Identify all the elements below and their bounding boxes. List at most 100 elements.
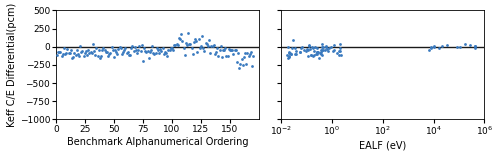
Point <box>66 51 74 54</box>
Point <box>178 40 186 43</box>
Point <box>202 42 209 44</box>
Point <box>248 65 256 67</box>
Point <box>186 43 194 45</box>
Point <box>164 49 172 51</box>
Point <box>61 53 69 55</box>
Point <box>128 45 136 47</box>
Point <box>244 55 252 57</box>
Point <box>285 55 293 57</box>
Point <box>130 46 138 49</box>
Point <box>241 52 249 54</box>
Point <box>190 41 198 43</box>
Point <box>194 51 202 54</box>
Point <box>204 45 212 48</box>
Point <box>161 51 169 54</box>
Point <box>436 46 444 49</box>
Point <box>234 52 242 54</box>
Point <box>136 50 144 52</box>
Point <box>86 51 94 53</box>
Point <box>174 44 182 46</box>
Point <box>108 49 116 51</box>
Point <box>246 53 254 55</box>
Point <box>170 44 178 46</box>
Point <box>158 49 166 52</box>
Point <box>200 49 208 52</box>
Point <box>122 46 130 49</box>
Point <box>172 43 180 46</box>
Point <box>304 45 312 47</box>
Point <box>289 39 297 42</box>
Point <box>212 51 220 54</box>
Point <box>296 51 304 53</box>
Point <box>106 51 114 54</box>
Point <box>144 49 152 52</box>
Point <box>169 49 177 51</box>
Point <box>228 49 236 51</box>
Point <box>308 46 316 48</box>
Point <box>180 47 188 49</box>
Point <box>110 56 118 59</box>
Point <box>321 49 329 52</box>
Point <box>302 49 310 52</box>
Point <box>140 47 148 49</box>
Point <box>471 45 479 47</box>
Point <box>240 56 248 59</box>
Point <box>333 51 341 54</box>
Point <box>235 67 243 69</box>
Point <box>134 49 142 51</box>
Point <box>286 52 294 55</box>
Point <box>249 54 257 57</box>
Point <box>324 47 332 49</box>
Point <box>214 54 222 57</box>
Point <box>102 50 110 53</box>
Point <box>175 37 183 39</box>
Point <box>100 47 108 50</box>
Point <box>56 51 64 53</box>
Point <box>306 48 314 51</box>
Point <box>313 51 321 53</box>
Point <box>298 47 306 49</box>
Point <box>307 54 315 57</box>
Point <box>118 53 126 55</box>
Point <box>81 52 89 54</box>
Point <box>86 52 94 54</box>
Point <box>191 38 199 40</box>
Point <box>335 50 343 52</box>
Point <box>317 48 325 51</box>
Point <box>336 43 344 46</box>
Point <box>156 48 164 51</box>
Point <box>319 46 327 48</box>
Point <box>92 54 100 56</box>
Point <box>138 44 145 47</box>
Point <box>76 45 84 47</box>
Point <box>130 50 138 53</box>
Point <box>125 54 133 56</box>
Point <box>128 47 136 49</box>
Point <box>75 55 83 57</box>
Point <box>313 51 321 53</box>
Point <box>222 54 230 57</box>
Point <box>186 42 194 45</box>
Point <box>172 43 179 46</box>
Point <box>238 63 246 66</box>
Point <box>78 51 86 53</box>
Point <box>238 58 246 60</box>
Point <box>94 49 102 52</box>
Point <box>148 44 156 47</box>
Point <box>230 52 237 55</box>
Point <box>197 44 205 47</box>
Point <box>58 53 66 55</box>
Point <box>304 48 312 51</box>
Point <box>68 57 76 59</box>
Point <box>318 54 326 57</box>
Point <box>64 51 72 54</box>
Point <box>311 45 319 48</box>
Point <box>244 51 252 54</box>
Point <box>117 46 125 49</box>
Point <box>288 47 296 49</box>
Point <box>286 53 294 55</box>
Point <box>116 46 124 49</box>
Point <box>330 44 338 46</box>
Point <box>226 49 234 51</box>
Point <box>296 51 304 53</box>
